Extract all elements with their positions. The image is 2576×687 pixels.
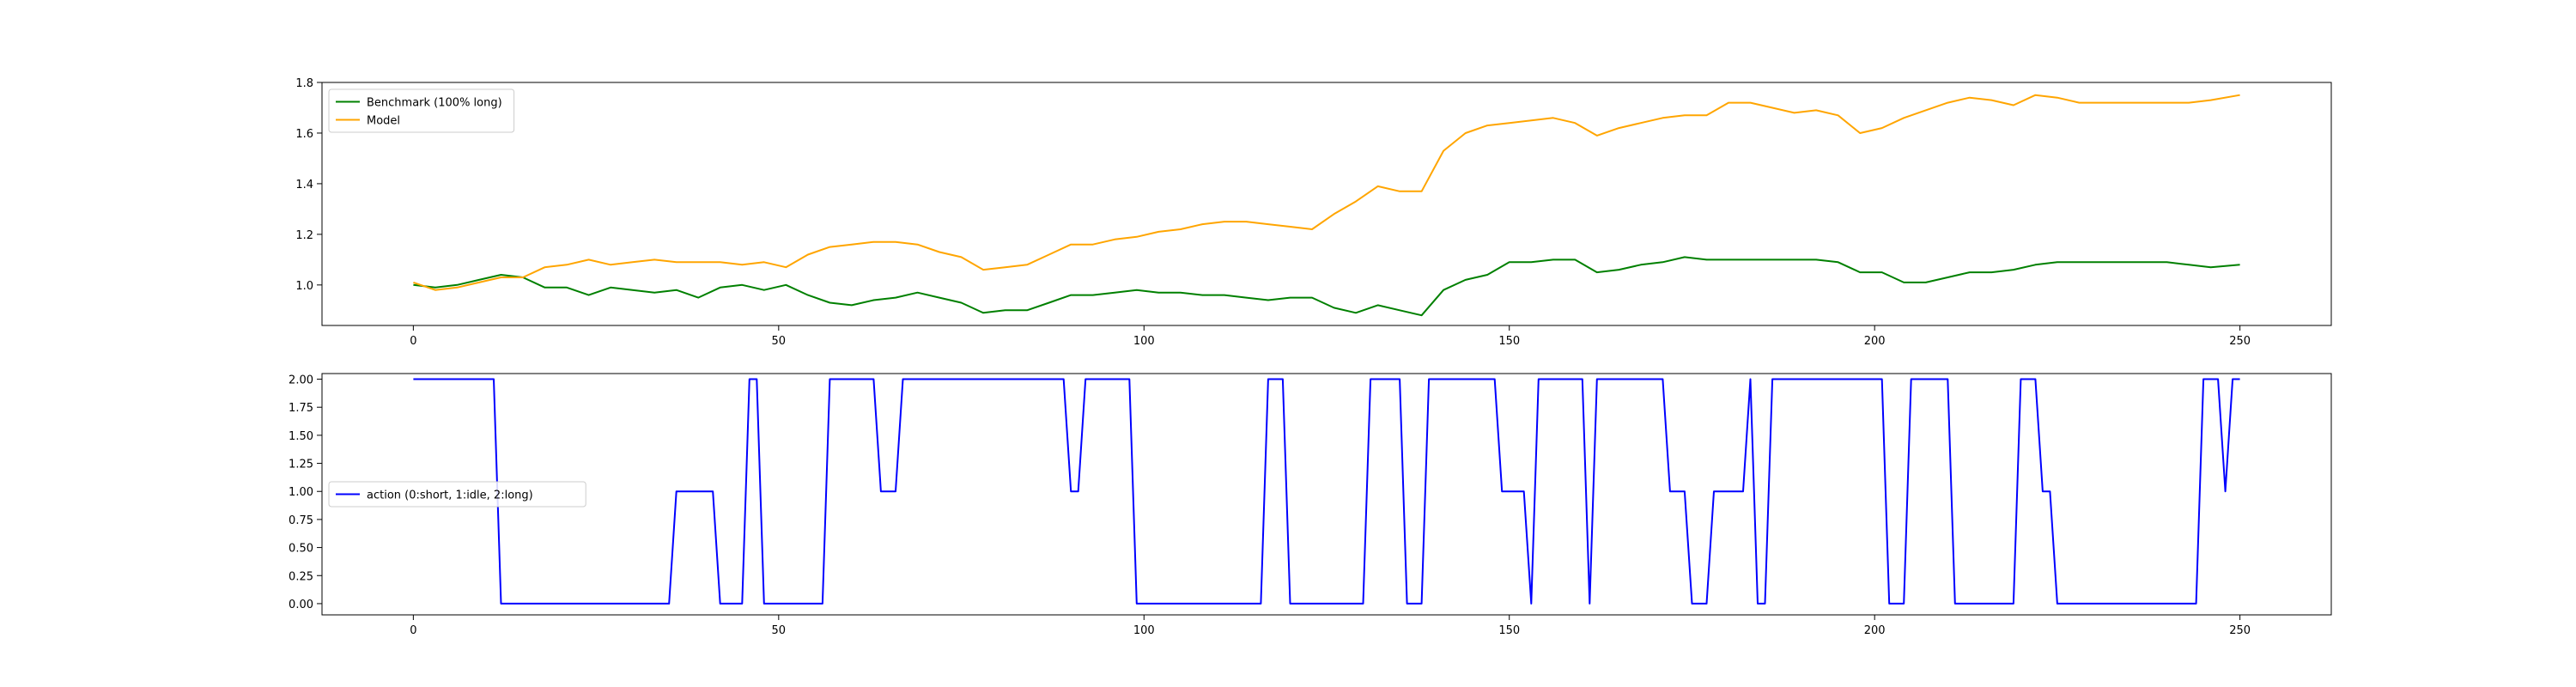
y-tick-label: 1.8 [295, 77, 313, 90]
legend-box [328, 481, 586, 508]
y-tick-label: 0.00 [289, 599, 313, 611]
x-tick-label: 50 [772, 624, 787, 637]
y-tick-label: 0.75 [289, 514, 313, 527]
action-chart-x-axis: 0 50 100 150 200 250 [410, 615, 2251, 637]
legend-label: Benchmark (100% long) [367, 97, 502, 110]
x-tick-label: 150 [1498, 624, 1520, 637]
y-tick-label: 0.50 [289, 543, 313, 556]
y-tick-label: 1.00 [289, 486, 313, 499]
x-tick-label: 200 [1864, 624, 1886, 637]
y-tick-label: 2.00 [289, 374, 313, 387]
x-tick-label: 0 [410, 335, 416, 348]
price-chart-y-axis: 1.0 1.2 1.4 1.6 1.8 [295, 77, 322, 293]
price-chart-plot-area [321, 82, 2332, 326]
action-chart-series [413, 378, 2240, 605]
y-tick-label: 1.6 [295, 128, 313, 141]
y-tick-label: 0.25 [289, 570, 313, 583]
x-tick-label: 150 [1498, 335, 1520, 348]
x-tick-label: 100 [1133, 335, 1155, 348]
series-line-0 [413, 256, 2240, 317]
y-tick-label: 1.75 [289, 402, 313, 415]
y-tick-label: 1.4 [295, 179, 313, 192]
y-tick-label: 1.0 [295, 280, 313, 293]
series-line-1 [413, 94, 2240, 291]
price-chart: 1.0 1.2 1.4 1.6 1.8 0 50 100 150 200 250 Benchmar… [295, 77, 2332, 348]
legend-label: action (0:short, 1:idle, 2:long) [367, 489, 533, 502]
x-tick-label: 250 [2229, 624, 2251, 637]
action-chart-plot-area [321, 373, 2332, 616]
price-chart-series [413, 94, 2240, 317]
x-tick-label: 50 [772, 335, 787, 348]
legend-label: Model [367, 115, 400, 128]
x-tick-label: 200 [1864, 335, 1886, 348]
y-tick-label: 1.25 [289, 459, 313, 471]
action-chart: 0.00 0.25 0.50 0.75 1.00 1.25 1.50 1.75 2.00 0 50… [289, 373, 2332, 637]
x-tick-label: 0 [410, 624, 416, 637]
price-chart-legend: Benchmark (100% long) Model [328, 88, 515, 133]
y-tick-label: 1.50 [289, 430, 313, 443]
y-tick-label: 1.2 [295, 229, 313, 242]
series-line-0 [413, 378, 2240, 605]
legend-box [328, 88, 515, 133]
action-chart-y-axis: 0.00 0.25 0.50 0.75 1.00 1.25 1.50 1.75 2.00 [289, 374, 322, 611]
action-chart-legend: action (0:short, 1:idle, 2:long) [328, 481, 586, 508]
x-tick-label: 100 [1133, 624, 1155, 637]
x-tick-label: 250 [2229, 335, 2251, 348]
price-chart-x-axis: 0 50 100 150 200 250 [410, 325, 2251, 348]
